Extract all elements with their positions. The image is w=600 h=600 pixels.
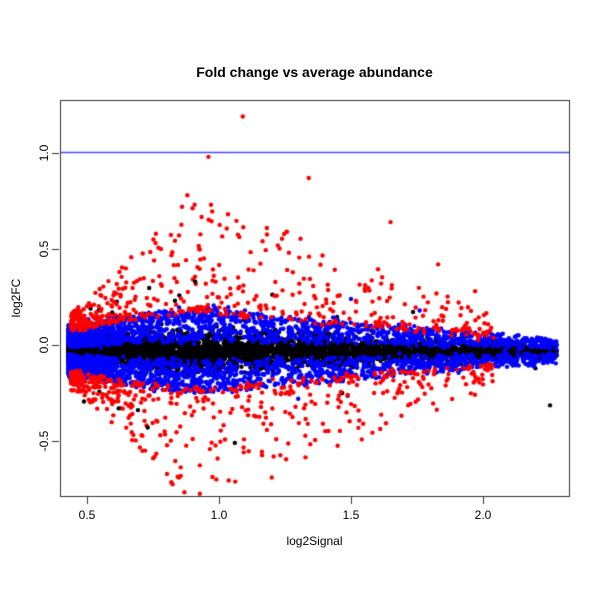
y-axis-tick-label: 0.0	[37, 336, 51, 354]
x-axis-label: log2Signal	[286, 534, 343, 548]
x-axis-tick-label: 2.0	[474, 508, 492, 522]
y-axis-tick-label: 0.5	[37, 240, 51, 258]
y-axis-label: log2FC	[9, 278, 23, 318]
y-axis-tick-label: 1.0	[37, 144, 51, 162]
chart-title: Fold change vs average abundance	[196, 64, 433, 80]
x-axis-tick-label: 1.0	[210, 508, 228, 522]
y-axis-tick-label: -0.5	[37, 430, 51, 452]
x-axis-tick-label: 1.5	[342, 508, 360, 522]
x-axis-tick-label: 0.5	[78, 508, 96, 522]
